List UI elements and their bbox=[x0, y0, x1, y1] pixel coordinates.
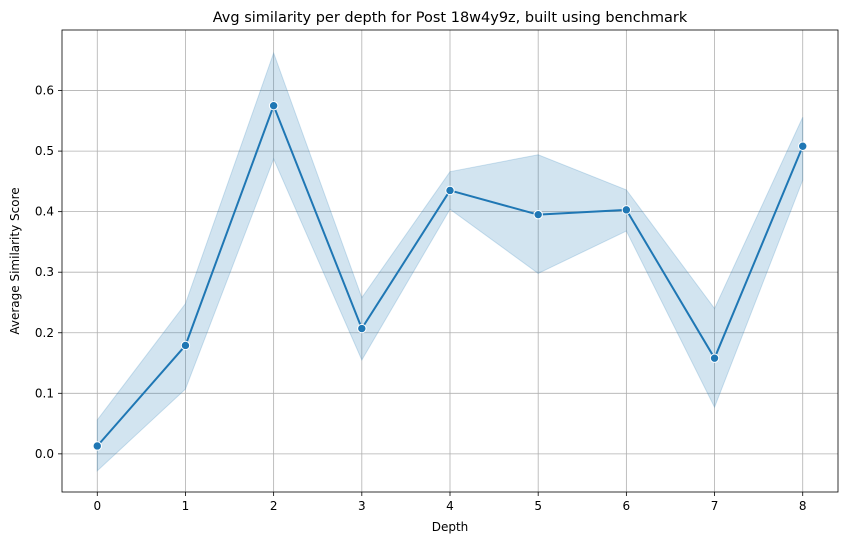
y-tick-label: 0.2 bbox=[35, 326, 54, 340]
x-tick-label: 7 bbox=[711, 499, 719, 513]
x-tick-label: 1 bbox=[182, 499, 190, 513]
x-tick-label: 8 bbox=[799, 499, 807, 513]
x-axis-label: Depth bbox=[432, 520, 469, 534]
data-point bbox=[445, 185, 455, 196]
x-tick-label: 3 bbox=[358, 499, 366, 513]
data-point bbox=[92, 441, 102, 451]
x-tick-label: 6 bbox=[623, 499, 631, 513]
series-markers bbox=[92, 100, 808, 451]
y-tick-label: 0.5 bbox=[35, 144, 54, 158]
x-axis-ticks: 0 1 2 3 4 5 6 7 8 bbox=[93, 492, 807, 513]
x-tick-label: 2 bbox=[270, 499, 278, 513]
data-point bbox=[798, 141, 808, 151]
data-point bbox=[533, 209, 543, 220]
data-point bbox=[621, 205, 632, 215]
chart-title: Avg similarity per depth for Post 18w4y9… bbox=[213, 10, 688, 26]
y-tick-label: 0.1 bbox=[35, 386, 54, 400]
y-tick-label: 0.4 bbox=[35, 205, 54, 219]
data-point bbox=[709, 353, 720, 363]
y-tick-label: 0.6 bbox=[35, 84, 54, 98]
confidence-band-area bbox=[96, 51, 804, 472]
x-tick-label: 5 bbox=[534, 499, 542, 513]
y-tick-label: 0.0 bbox=[35, 447, 54, 461]
data-point bbox=[357, 323, 367, 334]
data-point bbox=[268, 100, 279, 111]
x-tick-label: 4 bbox=[446, 499, 454, 513]
data-point bbox=[180, 340, 191, 351]
y-axis-label: Average Similarity Score bbox=[8, 187, 22, 334]
x-tick-label: 0 bbox=[93, 499, 101, 513]
confidence-band bbox=[96, 51, 804, 472]
y-tick-label: 0.3 bbox=[35, 265, 54, 279]
y-axis-ticks: 0.0 0.1 0.2 0.3 0.4 0.5 0.6 bbox=[35, 84, 62, 461]
